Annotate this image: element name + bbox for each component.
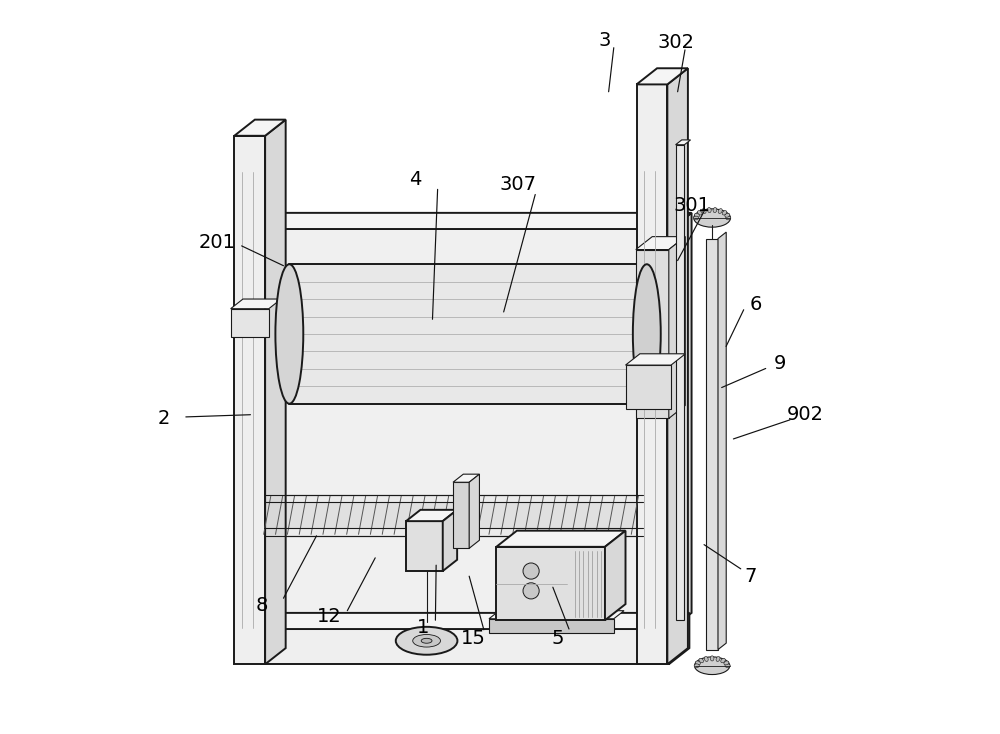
Bar xyxy=(636,250,669,418)
Ellipse shape xyxy=(275,264,303,404)
Polygon shape xyxy=(231,299,281,309)
Ellipse shape xyxy=(725,664,730,668)
Polygon shape xyxy=(667,68,688,664)
Text: 307: 307 xyxy=(500,175,537,195)
Ellipse shape xyxy=(694,664,699,668)
Circle shape xyxy=(523,583,539,599)
Bar xyxy=(626,365,671,409)
Polygon shape xyxy=(496,531,626,547)
Text: 9: 9 xyxy=(774,354,787,373)
Ellipse shape xyxy=(707,208,711,213)
Ellipse shape xyxy=(413,634,440,647)
Text: 12: 12 xyxy=(317,607,342,626)
Polygon shape xyxy=(261,213,692,229)
Polygon shape xyxy=(676,140,691,145)
Bar xyxy=(264,502,643,528)
Polygon shape xyxy=(669,613,689,664)
Bar xyxy=(453,482,469,548)
Polygon shape xyxy=(489,611,624,619)
Bar xyxy=(261,229,671,629)
Bar xyxy=(264,495,643,536)
Ellipse shape xyxy=(726,216,731,220)
Ellipse shape xyxy=(693,216,699,220)
Polygon shape xyxy=(234,120,286,136)
Text: 3: 3 xyxy=(599,31,611,50)
Polygon shape xyxy=(605,531,626,620)
Polygon shape xyxy=(669,236,685,418)
Ellipse shape xyxy=(695,661,700,665)
Ellipse shape xyxy=(421,639,432,643)
Bar xyxy=(706,239,718,650)
Ellipse shape xyxy=(694,214,699,217)
Polygon shape xyxy=(671,213,692,629)
Bar xyxy=(231,309,269,337)
Text: 5: 5 xyxy=(551,629,564,648)
Bar xyxy=(261,629,669,664)
Bar xyxy=(496,547,605,620)
Ellipse shape xyxy=(704,656,708,661)
Text: 201: 201 xyxy=(199,233,236,252)
Polygon shape xyxy=(469,474,479,548)
Bar xyxy=(637,84,667,664)
Ellipse shape xyxy=(699,658,703,663)
Ellipse shape xyxy=(633,264,661,404)
Bar xyxy=(676,145,684,620)
Text: 4: 4 xyxy=(409,170,422,189)
Ellipse shape xyxy=(722,211,727,215)
Circle shape xyxy=(523,563,539,579)
Polygon shape xyxy=(626,354,685,365)
Polygon shape xyxy=(265,120,286,664)
Text: 2: 2 xyxy=(158,409,170,428)
Text: 301: 301 xyxy=(674,196,711,215)
Polygon shape xyxy=(637,68,688,84)
Polygon shape xyxy=(443,510,457,571)
Ellipse shape xyxy=(724,661,729,665)
Ellipse shape xyxy=(725,214,730,217)
Text: 8: 8 xyxy=(255,596,268,615)
Ellipse shape xyxy=(710,656,714,661)
Text: 7: 7 xyxy=(745,567,757,586)
Bar xyxy=(489,619,614,633)
Ellipse shape xyxy=(721,658,725,663)
Ellipse shape xyxy=(694,208,730,228)
Text: 1: 1 xyxy=(417,618,429,637)
Bar xyxy=(406,521,443,571)
Bar xyxy=(289,264,647,404)
Polygon shape xyxy=(636,236,685,250)
Ellipse shape xyxy=(695,657,730,675)
Polygon shape xyxy=(261,613,689,629)
Ellipse shape xyxy=(396,627,457,655)
Ellipse shape xyxy=(713,208,717,213)
Text: 6: 6 xyxy=(749,295,762,314)
Text: 15: 15 xyxy=(460,629,485,648)
Ellipse shape xyxy=(697,211,702,215)
Ellipse shape xyxy=(718,208,722,214)
Ellipse shape xyxy=(716,656,720,661)
Polygon shape xyxy=(718,232,726,650)
Ellipse shape xyxy=(702,208,706,214)
Text: 902: 902 xyxy=(787,405,824,424)
Polygon shape xyxy=(406,510,457,521)
Bar xyxy=(234,136,265,664)
Text: 302: 302 xyxy=(658,33,695,52)
Polygon shape xyxy=(453,474,479,482)
